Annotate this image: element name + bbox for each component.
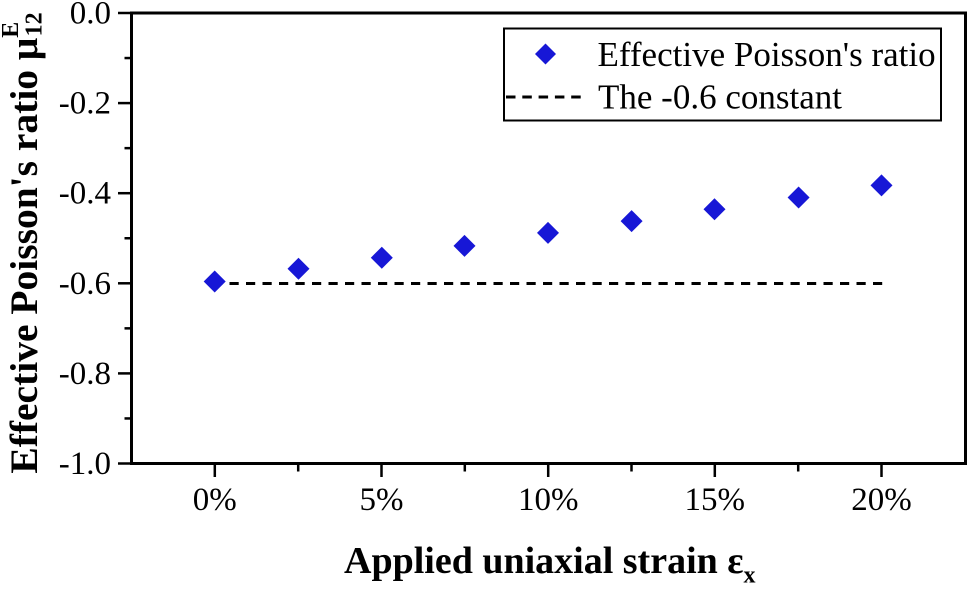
svg-text:15%: 15% [685,482,746,518]
svg-text:The -0.6 constant: The -0.6 constant [598,77,842,116]
svg-text:0%: 0% [193,482,237,518]
svg-text:10%: 10% [518,482,579,518]
svg-text:5%: 5% [360,482,404,518]
svg-text:-0.2: -0.2 [59,86,111,122]
svg-text:-0.6: -0.6 [59,266,111,302]
svg-text:0.0: 0.0 [70,0,111,32]
svg-text:-0.4: -0.4 [59,176,111,212]
svg-text:Applied uniaxial strain εx: Applied uniaxial strain εx [344,540,756,587]
svg-text:Effective Poisson's ratio: Effective Poisson's ratio [598,35,936,74]
svg-text:-1.0: -1.0 [59,446,111,482]
svg-text:-0.8: -0.8 [59,356,111,392]
svg-text:20%: 20% [851,482,912,518]
svg-text:Effective Poisson's ratio μE12: Effective Poisson's ratio μE12 [0,12,47,473]
